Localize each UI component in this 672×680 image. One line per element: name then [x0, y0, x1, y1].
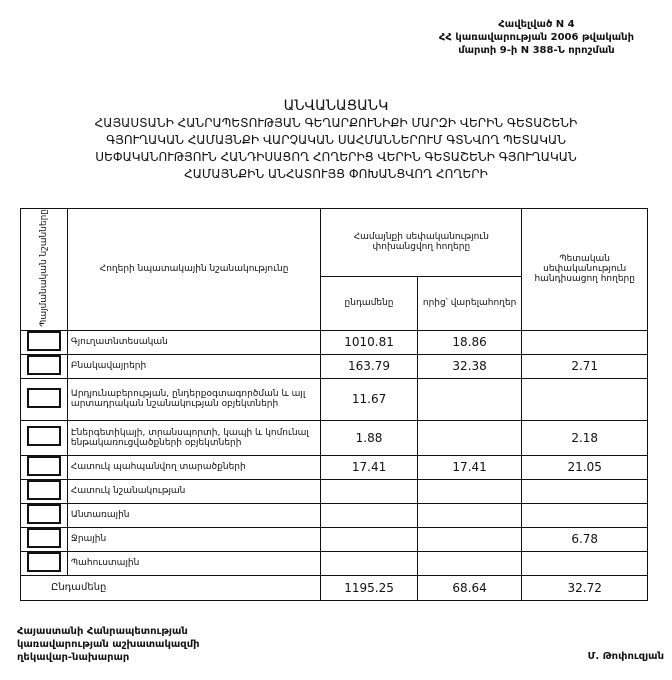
of-which-cell: [416, 377, 523, 421]
total-cell: 11.67: [320, 377, 418, 421]
state-cell: [521, 478, 648, 504]
legend-cell: [20, 377, 68, 421]
of-which-cell: 32.38: [416, 353, 523, 379]
total-cell: [320, 502, 418, 528]
total-cell: 163.79: [320, 353, 418, 379]
table-row: Հատուկ պահպանվող տարածքների 17.41 17.41 …: [20, 454, 648, 480]
footer-line: Հայաստանի Հանրապետության: [17, 626, 188, 637]
total-cell: [320, 526, 418, 552]
of-which-cell: 17.41: [416, 454, 523, 480]
legend-cell: [20, 353, 68, 379]
purpose-cell: Արդյունաբերության, ընդերքօգտագործման և ա…: [66, 377, 322, 421]
signatory-name: Մ. Թոփուզյան: [587, 651, 664, 662]
table-row: Հատուկ նշանակության: [20, 478, 648, 504]
legend-swatch: [26, 527, 61, 548]
state-cell: 6.78: [521, 526, 648, 552]
of-which-cell: [416, 502, 523, 528]
legend-swatch: [26, 503, 61, 524]
signatory-title: Հայաստանի Հանրապետության կառավարության ա…: [17, 625, 200, 664]
legend-swatch: [26, 426, 61, 447]
legend-cell: [20, 454, 68, 480]
sum-of-which: 68.64: [416, 574, 523, 601]
legend-swatch: [26, 330, 61, 351]
legend-swatch: [26, 479, 61, 500]
header-of-which: որից՝ վարելահողեր: [416, 275, 523, 331]
legend-swatch: [26, 455, 61, 476]
total-cell: [320, 550, 418, 576]
purpose-cell: Անտառային: [66, 502, 322, 528]
state-cell: [521, 377, 648, 421]
legend-cell: [20, 329, 68, 355]
title-main: ԱՆՎԱՆԱՑԱՆԿ: [283, 98, 389, 114]
sum-label: Ընդամենը: [19, 574, 322, 601]
table-row: Պահուստային: [20, 550, 648, 576]
header-state: Պետական սեփականություն հանդիսացող հողերը: [521, 208, 648, 331]
total-cell: 1.88: [320, 419, 418, 456]
purpose-cell: Բնակավայրերի: [66, 353, 322, 379]
table-row: Ջրային 6.78: [20, 526, 648, 552]
state-cell: 21.05: [521, 454, 648, 480]
legend-cell: [20, 550, 68, 576]
purpose-cell: Պահուստային: [66, 550, 322, 576]
legend-swatch: [26, 551, 61, 572]
table-row: Արդյունաբերության, ընդերքօգտագործման և ա…: [20, 377, 648, 421]
annex-reference: Հավելված N 4 ՀՀ կառավարության 2006 թվակա…: [439, 18, 634, 57]
sum-state: 32.72: [521, 574, 648, 601]
table-row: Բնակավայրերի 163.79 32.38 2.71: [20, 353, 648, 379]
legend-cell: [20, 526, 68, 552]
sum-total: 1195.25: [320, 574, 418, 601]
of-which-cell: [416, 526, 523, 552]
land-table: Պայմանական նշանները Հողերի նպատակային նշ…: [19, 208, 648, 601]
total-row: Ընդամենը 1195.25 68.64 32.72: [19, 574, 648, 601]
annex-line: Հավելված N 4: [498, 19, 575, 30]
purpose-cell: Ջրային: [66, 526, 322, 552]
legend-swatch: [26, 354, 61, 375]
document-title: ԱՆՎԱՆԱՑԱՆԿ ՀԱՅԱՍՏԱՆԻ ՀԱՆՐԱՊԵՏՈՒԹՅԱՆ ԳԵՂԱ…: [0, 98, 672, 183]
title-sub: ՀԱՅԱՍՏԱՆԻ ՀԱՆՐԱՊԵՏՈՒԹՅԱՆ ԳԵՂԱՐՔՈՒՆԻՔԻ ՄԱ…: [94, 116, 578, 181]
annex-line: ՀՀ կառավարության 2006 թվականի: [438, 32, 634, 43]
table-row: Անտառային: [20, 502, 648, 528]
header-total: ընդամենը: [320, 275, 418, 331]
legend-swatch: [26, 387, 61, 408]
total-cell: [320, 478, 418, 504]
footer-line: ղեկավար-նախարար: [17, 652, 130, 663]
of-which-cell: [416, 419, 523, 456]
purpose-cell: Էներգետիկայի, տրանսպորտի, կապի և կոմունա…: [66, 419, 322, 456]
table-row: Գյուղատնտեսական 1010.81 18.86: [20, 329, 648, 355]
legend-cell: [20, 502, 68, 528]
header-purpose: Հողերի նպատակային նշանակությունը: [66, 208, 322, 331]
footer-line: կառավարության աշխատակազմի: [17, 639, 200, 650]
table-row: Էներգետիկայի, տրանսպորտի, կապի և կոմունա…: [20, 419, 648, 456]
state-cell: 2.18: [521, 419, 648, 456]
purpose-cell: Հատուկ նշանակության: [66, 478, 322, 504]
purpose-cell: Գյուղատնտեսական: [66, 329, 322, 355]
total-cell: 17.41: [320, 454, 418, 480]
purpose-cell: Հատուկ պահպանվող տարածքների: [66, 454, 322, 480]
state-cell: [521, 329, 648, 355]
header-community: Համայնքի սեփականություն փոխանցվող հողերը: [320, 208, 523, 277]
annex-line: մարտի 9-ի N 388-Ն որոշման: [458, 45, 615, 56]
state-cell: [521, 502, 648, 528]
legend-cell: [20, 478, 68, 504]
of-which-cell: [416, 478, 523, 504]
legend-cell: [20, 419, 68, 456]
state-cell: [521, 550, 648, 576]
state-cell: 2.71: [521, 353, 648, 379]
of-which-cell: [416, 550, 523, 576]
header-legend: Պայմանական նշանները: [20, 208, 68, 331]
of-which-cell: 18.86: [416, 329, 523, 355]
total-cell: 1010.81: [320, 329, 418, 355]
